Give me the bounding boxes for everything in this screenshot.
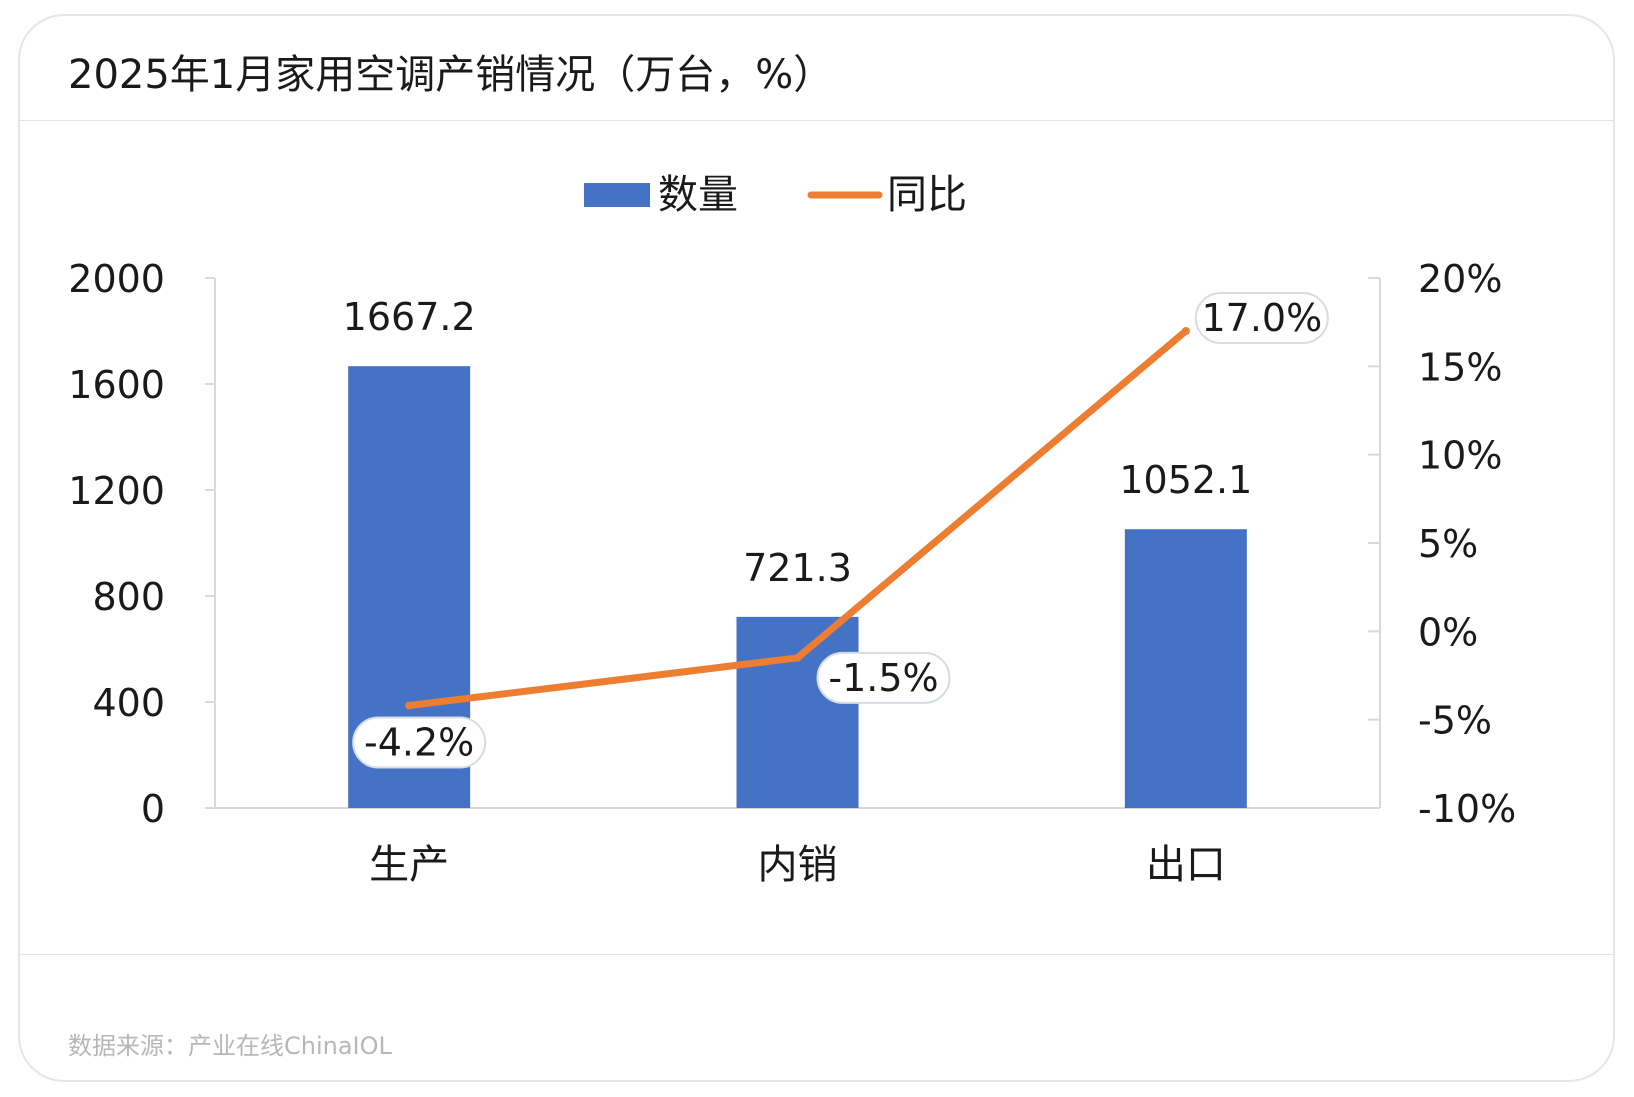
yoy-label-box [1194,292,1329,344]
category-label: 出口 [1146,842,1226,888]
yoy-point [793,653,802,662]
right-tick-label: 0% [1418,610,1478,654]
right-tick-label: 20% [1418,257,1502,301]
category-label: 生产 [369,842,449,888]
category-label: 内销 [758,842,838,888]
source-note: 数据来源：产业在线ChinaIOL [68,1032,392,1060]
left-tick-label: 1600 [68,363,165,407]
right-tick-label: 10% [1418,434,1502,478]
bar-value-label: 721.3 [743,546,852,590]
yoy-point [405,701,414,710]
footer-divider [20,954,1614,955]
yoy-label-box [352,716,487,769]
yoy-value-label: -1.5% [828,656,938,700]
right-tick-label: 5% [1418,522,1478,566]
left-tick-label: 1200 [68,469,165,513]
right-tick-label: -5% [1418,699,1492,743]
bar-2 [1124,529,1247,808]
right-tick-label: -10% [1418,787,1516,831]
right-tick-label: 15% [1418,345,1502,389]
left-tick-label: 400 [92,681,165,725]
left-tick-label: 800 [92,575,165,619]
legend-line-label: 同比 [887,172,967,218]
yoy-point [1181,327,1190,335]
yoy-value-label: -4.2% [364,721,474,765]
chart-title: 2025年1月家用空调产销情况（万台，%） [68,52,834,98]
yoy-label-box [816,651,951,704]
left-tick-label: 2000 [68,257,165,301]
bar-1 [736,616,859,808]
left-tick-label: 0 [141,787,165,831]
legend-bar-label: 数量 [658,172,738,218]
yoy-value-label: 17.0% [1201,296,1322,340]
bar-value-label: 1667.2 [343,295,476,339]
title-divider [20,120,1614,121]
legend-bar-swatch [584,183,650,207]
bar-value-label: 1052.1 [1119,458,1252,502]
